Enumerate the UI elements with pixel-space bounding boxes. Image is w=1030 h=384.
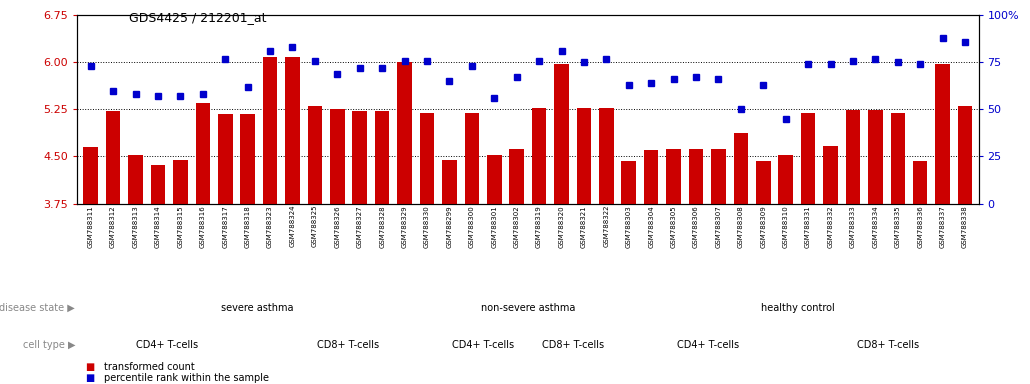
Bar — [711, 149, 726, 204]
Bar — [913, 161, 927, 204]
Bar — [308, 106, 322, 204]
Bar — [958, 106, 972, 204]
Text: CD8+ T-cells: CD8+ T-cells — [857, 339, 920, 350]
Bar — [352, 111, 367, 204]
Bar — [330, 109, 345, 204]
Text: CD4+ T-cells: CD4+ T-cells — [452, 339, 514, 350]
Bar — [375, 111, 389, 204]
Bar — [846, 110, 860, 204]
Bar — [106, 111, 121, 204]
Text: disease state ▶: disease state ▶ — [0, 303, 75, 313]
Bar — [779, 155, 793, 204]
Text: CD8+ T-cells: CD8+ T-cells — [316, 339, 379, 350]
Text: CD8+ T-cells: CD8+ T-cells — [542, 339, 604, 350]
Bar — [285, 57, 300, 204]
Bar — [531, 108, 546, 204]
Text: ■: ■ — [85, 362, 95, 372]
Bar — [129, 155, 143, 204]
Bar — [83, 147, 98, 204]
Text: severe asthma: severe asthma — [221, 303, 294, 313]
Bar — [644, 150, 658, 204]
Bar — [398, 62, 412, 204]
Bar — [577, 108, 591, 204]
Text: transformed count: transformed count — [104, 362, 195, 372]
Text: non-severe asthma: non-severe asthma — [481, 303, 575, 313]
Text: healthy control: healthy control — [761, 303, 835, 313]
Bar — [218, 114, 233, 204]
Text: CD4+ T-cells: CD4+ T-cells — [677, 339, 740, 350]
Bar — [868, 110, 883, 204]
Bar — [823, 146, 837, 204]
Bar — [666, 149, 681, 204]
Text: ■: ■ — [85, 373, 95, 383]
Bar — [263, 57, 277, 204]
Bar — [419, 113, 435, 204]
Bar — [554, 64, 569, 204]
Text: CD4+ T-cells: CD4+ T-cells — [136, 339, 199, 350]
Bar — [599, 108, 614, 204]
Bar — [935, 64, 950, 204]
Bar — [442, 160, 456, 204]
Bar — [150, 165, 165, 204]
Text: GDS4425 / 212201_at: GDS4425 / 212201_at — [129, 12, 266, 25]
Bar — [240, 114, 254, 204]
Text: cell type ▶: cell type ▶ — [23, 339, 75, 350]
Bar — [196, 103, 210, 204]
Bar — [173, 160, 187, 204]
Bar — [801, 113, 816, 204]
Bar — [733, 133, 748, 204]
Text: percentile rank within the sample: percentile rank within the sample — [104, 373, 269, 383]
Bar — [756, 161, 770, 204]
Bar — [465, 113, 479, 204]
Bar — [891, 113, 905, 204]
Bar — [621, 161, 637, 204]
Bar — [510, 149, 524, 204]
Bar — [487, 155, 502, 204]
Bar — [689, 149, 703, 204]
